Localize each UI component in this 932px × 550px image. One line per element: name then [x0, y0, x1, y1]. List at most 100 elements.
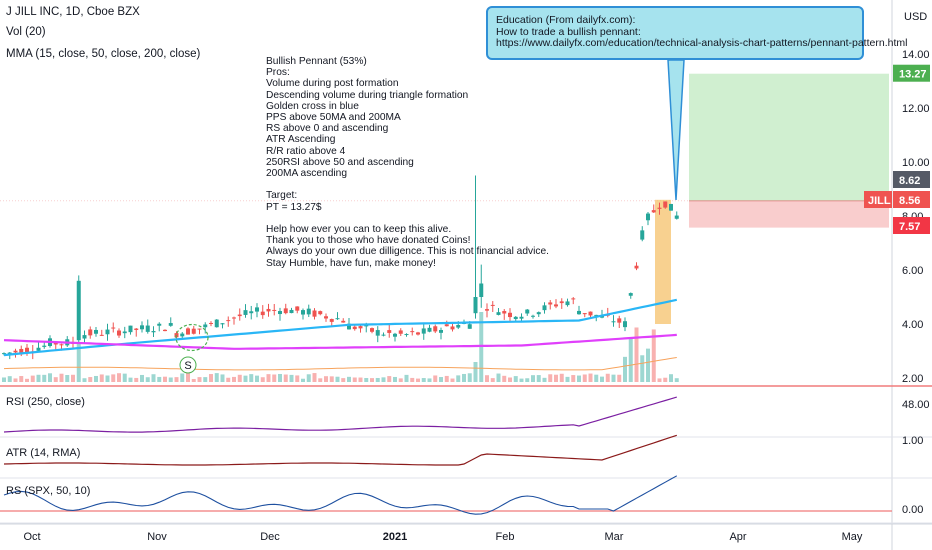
- volume-bar: [191, 378, 196, 382]
- volume-bar: [450, 378, 455, 382]
- volume-bar: [381, 377, 386, 382]
- price-tag-label: 7.57: [899, 221, 920, 233]
- callout-line-1: Education (From dailyfx.com):: [496, 14, 636, 26]
- time-axis-label: 2021: [383, 531, 407, 543]
- candle-body: [485, 309, 489, 311]
- volume-bar: [255, 375, 259, 382]
- volume-bar: [559, 373, 564, 382]
- candle-body: [542, 305, 547, 311]
- volume-bar: [151, 374, 156, 382]
- volume-bar: [600, 376, 604, 382]
- candle-body: [237, 314, 242, 317]
- volume-bar: [209, 374, 213, 382]
- volume-bar: [324, 376, 328, 382]
- volume-bar: [674, 378, 679, 382]
- volume-bar: [88, 377, 93, 382]
- candle-body: [249, 311, 254, 314]
- volume-bar: [30, 375, 35, 382]
- candle-body: [352, 326, 357, 330]
- volume-bar: [594, 374, 599, 382]
- candle-body: [490, 304, 495, 306]
- volume-bar: [513, 376, 518, 382]
- volume-bar: [519, 378, 524, 382]
- volume-bar: [117, 373, 121, 382]
- volume-bar: [203, 377, 208, 382]
- candle-body: [496, 312, 501, 315]
- candle-body: [513, 316, 518, 320]
- candles-group: [2, 175, 679, 360]
- candle-body: [151, 331, 156, 333]
- candle-body: [260, 311, 265, 316]
- volume-bar: [651, 329, 656, 382]
- volume-bar: [260, 377, 265, 382]
- candle-body: [519, 316, 524, 319]
- volume-bar: [2, 377, 6, 382]
- volume-bar: [427, 378, 432, 382]
- candle-body: [53, 342, 58, 345]
- volume-group: [2, 312, 679, 382]
- candle-body: [140, 325, 144, 330]
- volume-bar: [433, 375, 438, 382]
- volume-bar: [243, 375, 248, 382]
- volume-bar: [19, 376, 24, 382]
- volume-bar: [134, 377, 139, 382]
- rsi-line: [3, 396, 677, 433]
- candle-body: [387, 330, 392, 333]
- volume-bar: [145, 377, 150, 382]
- candle-body: [157, 323, 162, 326]
- volume-bar: [605, 373, 610, 382]
- candle-body: [508, 312, 512, 318]
- volume-bar: [283, 374, 288, 382]
- candle-body: [525, 309, 530, 314]
- candle-body: [594, 314, 599, 316]
- candle-body: [456, 324, 461, 328]
- volume-bar: [278, 373, 282, 382]
- volume-bar: [289, 374, 294, 382]
- candle-body: [628, 293, 633, 296]
- volume-bar: [13, 378, 18, 382]
- candle-body: [536, 312, 541, 315]
- volume-bar: [554, 374, 558, 382]
- candle-body: [19, 348, 24, 355]
- ma200-line: [3, 333, 677, 350]
- volume-bar: [462, 373, 466, 382]
- candle-body: [646, 213, 650, 221]
- education-callout[interactable]: Education (From dailyfx.com): How to tra…: [486, 6, 907, 60]
- ma15-line: [3, 357, 677, 371]
- volume-bar: [531, 375, 535, 382]
- volume-bar: [214, 373, 219, 382]
- candle-body: [42, 345, 47, 347]
- candle-body: [255, 307, 259, 312]
- signal-marker: [179, 356, 197, 374]
- mma-legend: MMA (15, close, 50, close, 200, close): [6, 48, 201, 60]
- volume-bar: [220, 374, 225, 382]
- symbol-title: J JILL INC, 1D, Cboe BZX: [6, 6, 140, 18]
- volume-bar: [76, 342, 81, 382]
- volume-bar: [387, 376, 392, 382]
- candle-body: [329, 319, 334, 322]
- candle-body: [36, 347, 41, 351]
- volume-bar: [416, 378, 420, 382]
- volume-bar: [7, 376, 12, 382]
- stop-zone: [689, 200, 889, 228]
- volume-bar: [646, 348, 650, 382]
- candle-body: [341, 320, 346, 323]
- candle-body: [76, 280, 81, 341]
- symbol-tag: [864, 191, 892, 208]
- candle-body: [214, 319, 219, 328]
- rs-line: [3, 475, 678, 515]
- candle-body: [404, 334, 409, 336]
- candle-body: [669, 203, 673, 211]
- price-axis-tick: 2.00: [902, 373, 923, 385]
- volume-bar: [140, 374, 144, 382]
- volume-bar: [174, 377, 179, 382]
- candle-body: [398, 330, 403, 334]
- volume-bar: [318, 378, 323, 382]
- candle-body: [335, 318, 340, 320]
- candle-body: [2, 353, 6, 355]
- volume-bar: [157, 376, 162, 382]
- volume-bar: [99, 374, 104, 382]
- volume-bar: [329, 376, 334, 382]
- volume-bar: [82, 378, 87, 382]
